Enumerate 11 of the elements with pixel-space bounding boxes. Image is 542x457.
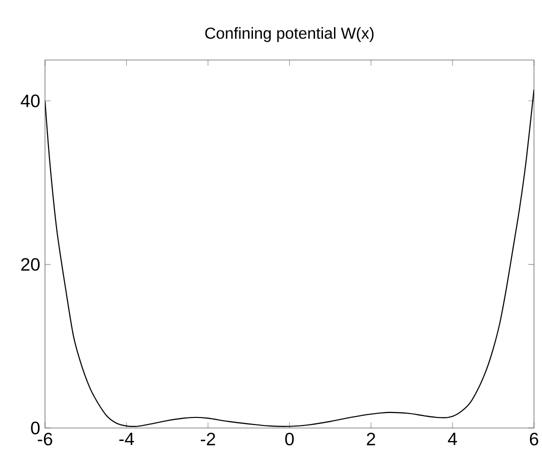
- x-tick-label: -4: [119, 432, 134, 446]
- chart-title: Confining potential W(x): [205, 27, 374, 42]
- x-tick-label: -2: [200, 432, 216, 446]
- x-tick-label: -6: [38, 432, 52, 446]
- y-tick-label: 40: [20, 94, 40, 108]
- x-tick-label: 2: [366, 432, 376, 446]
- x-tick-label: 0: [285, 432, 294, 446]
- y-tick-label: 20: [21, 258, 40, 271]
- x-tick-label: 6: [530, 432, 538, 446]
- x-tick-label: 4: [448, 432, 457, 446]
- y-tick-label: 0: [31, 422, 40, 434]
